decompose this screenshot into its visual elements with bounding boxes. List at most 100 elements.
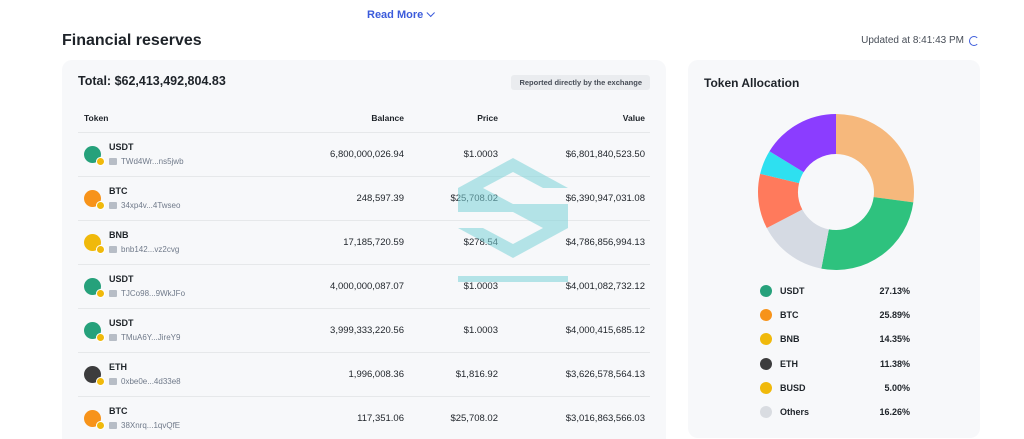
total-reserves: Total: $62,413,492,804.83 (78, 74, 226, 88)
bnb-icon (84, 234, 105, 254)
price-cell: $1.0003 (463, 149, 498, 160)
network-badge-icon (96, 333, 105, 342)
network-badge-icon (96, 157, 105, 166)
token-name: BNB (109, 230, 129, 240)
chevron-down-icon (426, 8, 436, 18)
wallet-icon (109, 290, 117, 297)
allocation-donut-chart (758, 114, 914, 270)
legend-item: ETH 11.38% (760, 357, 910, 373)
token-name: BTC (109, 406, 128, 416)
wallet-icon (109, 378, 117, 385)
token-address[interactable]: 0xbe0e...4d33e8 (109, 377, 181, 386)
updated-label: Updated at 8:41:43 PM (861, 35, 964, 46)
page-title: Financial reserves (62, 32, 202, 49)
token-allocation-card: Token Allocation USDT 27.13% BTC 25.89% … (688, 60, 980, 438)
table-row[interactable]: BTC 34xp4v...4Twseo 248,597.39 $25,708.0… (78, 176, 650, 220)
table-row[interactable]: USDT TJCo98...9WkJFo 4,000,000,087.07 $1… (78, 264, 650, 308)
balance-cell: 117,351.06 (357, 413, 404, 424)
legend-pct: 5.00% (884, 382, 910, 393)
busd-icon (760, 381, 772, 394)
balance-cell: 4,000,000,087.07 (330, 281, 404, 292)
value-cell: $4,001,082,732.12 (565, 281, 645, 292)
table-row[interactable]: USDT TWd4Wr...ns5jwb 6,800,000,026.94 $1… (78, 132, 650, 176)
donut-slice-eth[interactable] (758, 173, 803, 229)
network-badge-icon (96, 289, 105, 298)
balance-cell: 6,800,000,026.94 (330, 149, 404, 160)
legend-name: BTC (780, 310, 799, 321)
value-cell: $4,000,415,685.12 (565, 325, 645, 336)
wallet-icon (109, 422, 117, 429)
table-row[interactable]: USDT TMuA6Y...JireY9 3,999,333,220.56 $1… (78, 308, 650, 352)
address-text: TMuA6Y...JireY9 (121, 333, 181, 342)
value-cell: $4,786,856,994.13 (565, 237, 645, 248)
legend-item: BUSD 5.00% (760, 381, 910, 397)
token-name: USDT (109, 142, 134, 152)
donut-slice-bnb[interactable] (766, 209, 829, 269)
table-row[interactable]: BTC 38Xnrq...1qvQfE 117,351.06 $25,708.0… (78, 396, 650, 439)
donut-slice-others[interactable] (769, 114, 836, 173)
wallet-icon (109, 158, 117, 165)
others-icon (760, 406, 772, 418)
value-cell: $3,626,578,564.13 (565, 369, 645, 380)
value-cell: $6,390,947,031.08 (565, 193, 645, 204)
reported-badge: Reported directly by the exchange (511, 75, 650, 90)
refresh-icon[interactable] (969, 35, 979, 46)
token-name: USDT (109, 274, 134, 284)
usdt-icon (84, 146, 105, 166)
legend-pct: 16.26% (879, 407, 910, 417)
price-cell: $278.54 (463, 237, 498, 248)
header-value: Value (622, 113, 645, 123)
donut-slice-btc[interactable] (821, 197, 914, 270)
token-address[interactable]: TMuA6Y...JireY9 (109, 333, 180, 342)
table-header: Token Balance Price Value (78, 108, 650, 132)
balance-cell: 248,597.39 (356, 193, 404, 204)
network-badge-icon (96, 245, 105, 254)
legend-name: USDT (780, 286, 805, 296)
updated-timestamp: Updated at 8:41:43 PM (861, 35, 979, 46)
btc-icon (84, 410, 105, 430)
value-cell: $6,801,840,523.50 (565, 149, 645, 160)
token-address[interactable]: TJCo98...9WkJFo (109, 289, 185, 298)
legend-name: BNB (780, 334, 800, 345)
wallet-icon (109, 334, 117, 341)
read-more-link[interactable]: Read More (367, 8, 436, 21)
legend-item: USDT 27.13% (760, 284, 910, 300)
address-text: 34xp4v...4Twseo (121, 201, 181, 210)
legend-item: BTC 25.89% (760, 308, 910, 324)
eth-icon (760, 357, 772, 370)
donut-slice-usdt[interactable] (836, 114, 914, 203)
address-text: TJCo98...9WkJFo (121, 289, 186, 298)
price-cell: $1.0003 (463, 325, 498, 336)
header-price: Price (477, 113, 498, 123)
address-text: 38Xnrq...1qvQfE (121, 421, 181, 430)
address-text: 0xbe0e...4d33e8 (121, 377, 181, 386)
table-row[interactable]: BNB bnb142...vz2cvg 17,185,720.59 $278.5… (78, 220, 650, 264)
address-text: TWd4Wr...ns5jwb (121, 157, 184, 166)
header-token: Token (84, 113, 109, 123)
network-badge-icon (96, 421, 105, 430)
legend-name: BUSD (780, 382, 806, 393)
balance-cell: 3,999,333,220.56 (330, 325, 404, 336)
network-badge-icon (96, 201, 105, 210)
legend-pct: 27.13% (879, 286, 910, 296)
table-row[interactable]: ETH 0xbe0e...4d33e8 1,996,008.36 $1,816.… (78, 352, 650, 396)
token-address[interactable]: 38Xnrq...1qvQfE (109, 421, 180, 430)
token-address[interactable]: TWd4Wr...ns5jwb (109, 157, 184, 166)
legend-name: Others (780, 407, 810, 417)
legend-pct: 14.35% (879, 334, 910, 345)
price-cell: $1.0003 (463, 281, 498, 292)
reserves-table-card: Total: $62,413,492,804.83 Reported direc… (62, 60, 666, 439)
header-balance: Balance (371, 113, 404, 123)
token-name: BTC (109, 186, 128, 196)
legend-item: BNB 14.35% (760, 332, 910, 348)
donut-slice-busd[interactable] (760, 151, 804, 184)
price-cell: $25,708.02 (450, 193, 498, 204)
btc-icon (84, 190, 105, 210)
price-cell: $25,708.02 (450, 413, 498, 424)
token-address[interactable]: 34xp4v...4Twseo (109, 201, 180, 210)
allocation-title: Token Allocation (704, 76, 800, 90)
wallet-icon (109, 202, 117, 209)
bnb-icon (760, 333, 772, 346)
balance-cell: 1,996,008.36 (348, 369, 404, 380)
token-address[interactable]: bnb142...vz2cvg (109, 245, 179, 254)
